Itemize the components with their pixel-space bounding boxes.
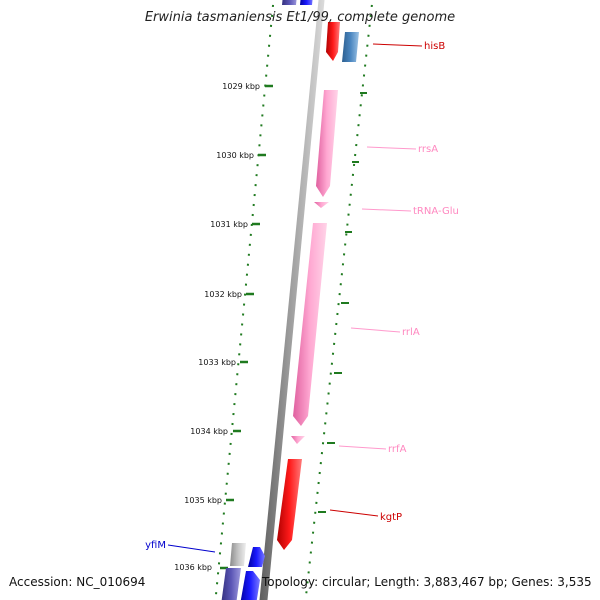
leader-rrfA	[338, 445, 387, 450]
tick-label-1034: 1034 kbp	[190, 427, 228, 436]
leader-rrlA	[350, 327, 401, 333]
leader-tRNA-Glu	[361, 208, 412, 212]
label-kgtP[interactable]: kgtP	[380, 512, 402, 523]
gene-top-navy[interactable]	[282, 0, 297, 5]
outer-tick-marks	[318, 92, 367, 513]
map-title: Erwinia tasmaniensis Et1/99, complete ge…	[144, 10, 456, 25]
tick-label-1036: 1036 kbp	[174, 563, 212, 572]
gene-top-blue[interactable]	[300, 0, 313, 5]
gene-bottom-navy[interactable]	[221, 568, 241, 600]
outer-dotted-track	[304, 0, 374, 600]
leader-kgtP	[329, 509, 379, 517]
inner-dotted-track	[214, 0, 275, 600]
tick-label-1032: 1032 kbp	[204, 290, 242, 299]
leader-hisB	[372, 43, 423, 47]
label-rrlA[interactable]: rrlA	[402, 327, 420, 338]
accession-text: Accession: NC_010694	[9, 575, 146, 589]
label-tRNA-Glu[interactable]: tRNA-Glu	[413, 206, 459, 217]
gene-tRNA-Glu[interactable]	[314, 202, 329, 208]
gene-bottom-blue-2[interactable]	[240, 571, 260, 600]
leader-rrsA	[366, 146, 417, 150]
gene-rrsA[interactable]	[316, 90, 338, 197]
tick-label-1030: 1030 kbp	[216, 151, 254, 160]
label-hisB[interactable]: hisB	[424, 41, 445, 52]
tick-label-1029: 1029 kbp	[222, 82, 260, 91]
label-yfiM[interactable]: yfiM	[145, 540, 166, 551]
label-rrfA[interactable]: rrfA	[388, 444, 407, 455]
genome-summary-text: Topology: circular; Length: 3,883,467 bp…	[262, 575, 592, 589]
leader-yfiM	[167, 544, 216, 553]
tick-label-1031: 1031 kbp	[210, 220, 248, 229]
gene-rrlA[interactable]	[293, 223, 327, 426]
gene-bottom-blue-1[interactable]	[248, 547, 265, 567]
tick-label-1035: 1035 kbp	[184, 496, 222, 505]
gene-kgtP[interactable]	[277, 459, 302, 550]
gene-yfiM[interactable]	[230, 543, 246, 566]
genome-backbone	[259, 0, 325, 600]
label-rrsA[interactable]: rrsA	[418, 144, 438, 155]
gene-hisB-neighbor[interactable]	[342, 32, 359, 62]
gene-rrfA[interactable]	[291, 436, 305, 444]
tick-label-1033: 1033 kbp	[198, 358, 236, 367]
gene-hisB[interactable]	[326, 22, 340, 61]
